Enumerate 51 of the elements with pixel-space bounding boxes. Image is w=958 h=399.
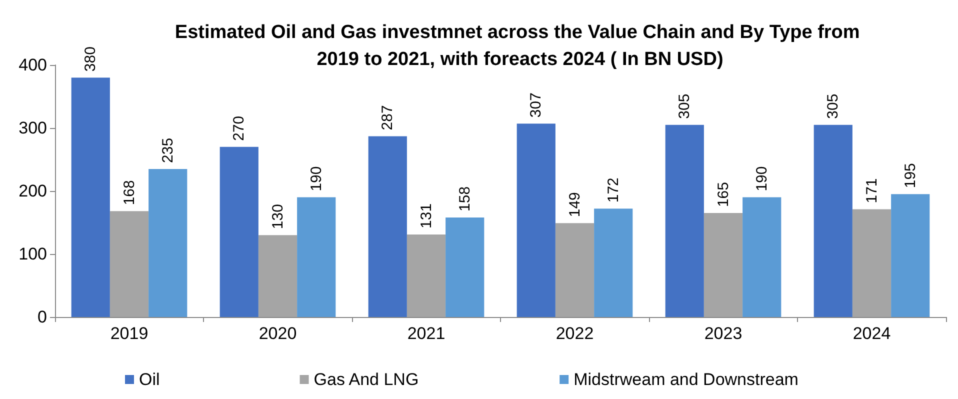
data-label: 131 <box>418 203 435 228</box>
data-label: 130 <box>269 204 286 230</box>
data-label: 195 <box>902 163 919 188</box>
x-tick-label: 2024 <box>852 324 891 343</box>
bar <box>148 168 188 317</box>
data-label: 172 <box>604 178 622 203</box>
data-label: 190 <box>308 166 325 192</box>
data-label: 307 <box>528 92 545 118</box>
bar <box>71 78 110 317</box>
legend-label: Oil <box>139 370 160 389</box>
x-tick-label: 2022 <box>556 324 594 343</box>
data-label: 158 <box>456 186 474 212</box>
data-label: 287 <box>379 105 396 130</box>
bar <box>110 211 149 317</box>
x-tick-label: 2021 <box>407 324 446 343</box>
bar <box>297 197 336 317</box>
bar <box>516 124 556 317</box>
y-tick-label: 400 <box>18 56 47 74</box>
bar <box>220 146 258 317</box>
data-label: 165 <box>714 182 732 208</box>
bar <box>594 208 633 317</box>
bar <box>258 235 298 317</box>
y-tick-label: 100 <box>18 244 47 264</box>
bar <box>852 209 892 317</box>
data-label: 305 <box>676 94 694 119</box>
bar <box>891 194 930 317</box>
x-tick-label: 2019 <box>110 324 148 343</box>
legend-label: Midstrweam and Downstream <box>574 370 798 389</box>
x-tick-label: 2020 <box>258 324 297 343</box>
data-label: 171 <box>863 178 880 204</box>
bar <box>446 217 484 317</box>
bar <box>742 197 782 317</box>
data-label: 149 <box>566 192 584 218</box>
bar <box>555 223 594 317</box>
bar <box>814 124 852 317</box>
legend-label: Gas And LNG <box>314 370 419 389</box>
data-label: 168 <box>120 180 138 206</box>
data-label: 270 <box>230 116 248 141</box>
bar <box>704 213 743 317</box>
data-label: 235 <box>159 138 176 163</box>
y-tick-label: 200 <box>18 182 47 200</box>
bar <box>368 136 407 317</box>
data-label: 190 <box>753 166 770 192</box>
y-tick-label: 300 <box>18 118 47 138</box>
data-label: 380 <box>82 46 100 72</box>
x-tick-label: 2023 <box>704 324 742 343</box>
bar <box>665 124 704 317</box>
data-label: 305 <box>824 94 842 119</box>
chart-title: Estimated Oil and Gas investmnet across the Value Chain and By Type from 2019 to 2021, with foreacts 2024 ( In BN USD) <box>174 22 866 70</box>
bar <box>406 234 446 317</box>
y-tick-label: 0 <box>38 308 47 326</box>
